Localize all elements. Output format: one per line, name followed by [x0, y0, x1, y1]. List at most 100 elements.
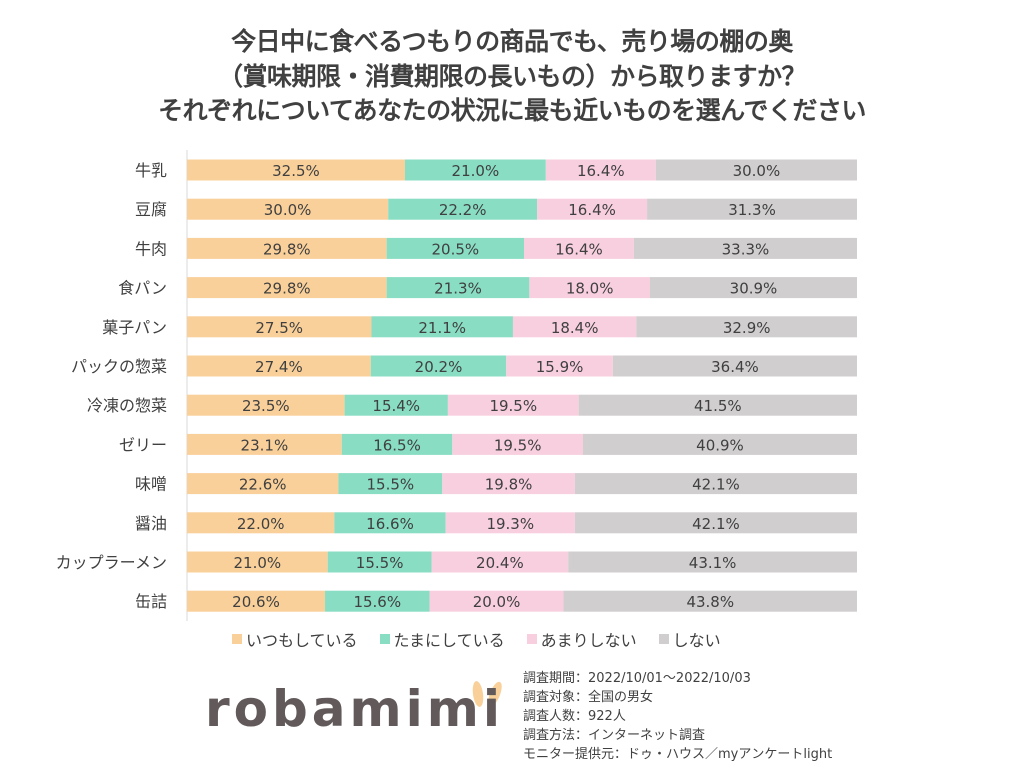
data-label: 16.4%	[577, 162, 625, 180]
data-label: 18.4%	[551, 319, 599, 337]
legend-swatch	[232, 634, 242, 644]
bar-segment	[445, 512, 575, 534]
bar-segment	[574, 473, 857, 495]
bar-segment	[371, 316, 513, 338]
survey-target: 調査対象：全国の男女	[523, 690, 654, 705]
bar-segment	[325, 590, 430, 612]
survey-period: 調査期間：2022/10/01～2022/10/03	[523, 671, 751, 686]
bar-segment	[429, 590, 564, 612]
data-label: 15.6%	[353, 593, 401, 611]
legend-label: しない	[672, 631, 721, 650]
data-label: 19.3%	[486, 515, 534, 533]
bar-segment	[187, 355, 371, 377]
bar-segment	[386, 277, 530, 299]
data-label: 32.9%	[723, 319, 771, 337]
bar-segment	[187, 473, 339, 495]
title-line-1: 今日中に食べるつもりの商品でも、売り場の棚の奥	[231, 27, 793, 56]
data-label: 15.5%	[356, 554, 404, 572]
legend-swatch	[526, 634, 537, 644]
data-label: 30.0%	[733, 162, 781, 180]
bar-segment	[636, 316, 857, 338]
data-label: 29.8%	[263, 280, 311, 298]
bar-segment	[187, 433, 342, 455]
data-label: 18.0%	[566, 280, 614, 298]
data-label: 40.9%	[696, 436, 744, 454]
category-label: 醤油	[135, 514, 167, 533]
bar-segment	[338, 473, 443, 495]
data-label: 22.2%	[439, 201, 487, 219]
category-label: 菓子パン	[102, 318, 167, 337]
data-label: 42.1%	[692, 515, 740, 533]
bar-segment	[578, 394, 857, 416]
category-label: 牛乳	[135, 161, 167, 180]
data-label: 22.0%	[237, 515, 285, 533]
data-label: 32.5%	[272, 162, 320, 180]
bar-segment	[187, 394, 345, 416]
bar-segment	[563, 590, 857, 612]
data-label: 43.8%	[686, 593, 734, 611]
category-label: 冷凍の惣菜	[87, 396, 167, 415]
bar-segment	[370, 355, 507, 377]
data-label: 20.4%	[476, 554, 524, 572]
bar-segment	[187, 316, 372, 338]
chart-legend: いつもしている たまにしている あまりしない しない	[232, 627, 721, 651]
category-label: 食パン	[118, 279, 167, 298]
bar-segment	[388, 198, 538, 220]
legend-label: たまにしている	[393, 631, 505, 650]
legend-swatch	[658, 634, 669, 644]
bar-segment	[524, 237, 634, 259]
bar-segment	[404, 159, 546, 181]
bar-segment	[334, 512, 446, 534]
bar-segment	[187, 198, 389, 220]
survey-provider: モニター提供元：ドゥ・ハウス／myアンケートlight	[523, 747, 833, 762]
legend-swatch	[379, 634, 390, 644]
data-label: 42.1%	[692, 476, 740, 494]
data-label: 20.0%	[473, 593, 521, 611]
legend-item: あまりしない	[526, 627, 637, 651]
data-label: 19.5%	[494, 436, 542, 454]
bar-segment	[187, 590, 326, 612]
data-label: 27.4%	[255, 358, 303, 376]
data-label: 21.0%	[234, 554, 282, 572]
data-label: 20.6%	[232, 593, 280, 611]
data-label: 19.5%	[489, 397, 537, 415]
logo-text: robamimi	[205, 680, 505, 738]
legend-item: たまにしている	[379, 627, 505, 651]
data-label: 15.5%	[367, 476, 415, 494]
bar-segment	[574, 512, 857, 534]
bar-segment	[447, 394, 579, 416]
survey-info: 調査期間：2022/10/01～2022/10/03 調査対象：全国の男女 調査…	[523, 669, 832, 764]
data-label: 16.4%	[555, 240, 603, 258]
data-label: 16.6%	[366, 515, 414, 533]
data-label: 23.5%	[242, 397, 290, 415]
bar-segment	[327, 551, 432, 573]
data-label: 27.5%	[255, 319, 303, 337]
title-line-3: それぞれについてあなたの状況に最も近いものを選んでください	[158, 96, 866, 125]
data-label: 20.2%	[415, 358, 463, 376]
legend-label: あまりしない	[540, 631, 637, 650]
category-label: パックの惣菜	[71, 357, 167, 376]
title-line-2: （賞味期限・消費期限の長いもの）から取りますか？	[217, 62, 807, 91]
legend-item: いつもしている	[232, 627, 358, 651]
category-label: 缶詰	[135, 592, 167, 611]
bar-segment	[386, 237, 525, 259]
bar-segment	[341, 433, 453, 455]
bar-segment	[452, 433, 583, 455]
data-label: 21.1%	[418, 319, 466, 337]
data-label: 15.4%	[372, 397, 420, 415]
bar-segment	[442, 473, 575, 495]
survey-method: 調査方法：インターネット調査	[523, 728, 706, 743]
bar-segment	[512, 316, 637, 338]
category-label: 味噌	[135, 475, 167, 494]
data-label: 15.9%	[536, 358, 584, 376]
bar-segment	[633, 237, 857, 259]
data-label: 30.0%	[264, 201, 312, 219]
category-label: ゼリー	[119, 435, 167, 454]
bar-segment	[655, 159, 857, 181]
bar-segment	[568, 551, 857, 573]
bar-segment	[647, 198, 857, 220]
category-label: 豆腐	[135, 200, 167, 219]
data-label: 19.8%	[485, 476, 533, 494]
bar-segment	[187, 551, 328, 573]
